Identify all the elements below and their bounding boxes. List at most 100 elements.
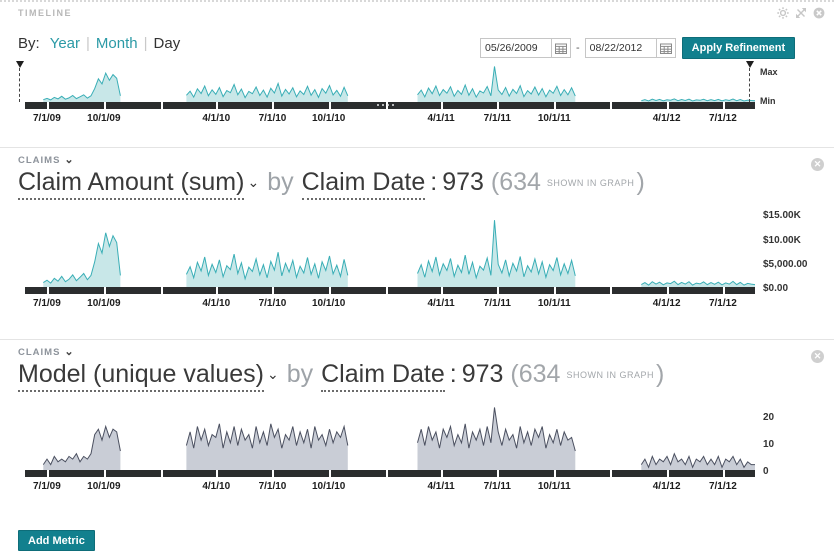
axis-tick [666,287,669,294]
rparen: ) [655,360,665,388]
add-metric-button[interactable]: Add Metric [18,530,95,551]
axis-tick [272,470,275,477]
axis-tick [103,287,106,294]
panel2-close-icon[interactable]: ✕ [811,350,824,363]
x-tick-label: 4/1/10 [202,298,231,309]
panel-separator [0,339,834,340]
source-label: CLAIMS [18,155,61,166]
shown-count: 634 [499,168,541,196]
granularity-day[interactable]: Day [153,35,181,52]
brush-handle-triangle [16,61,24,68]
x-tick-label: 4/1/12 [652,298,681,309]
claim-amount-plot[interactable] [25,212,755,287]
axis-gap-dots [376,104,379,106]
axis-tick [46,287,49,294]
x-tick-label: 7/1/09 [32,481,61,492]
x-tick-label: 7/1/12 [708,481,737,492]
x-tick-label: 4/1/11 [427,481,455,492]
apply-refinement-button[interactable]: Apply Refinement [681,37,796,59]
x-tick-label: 10/1/09 [87,298,121,309]
panel1-close-icon[interactable]: ✕ [811,158,824,171]
separator: | [86,35,90,52]
widget-header-icons [777,7,825,19]
axis-tick [554,287,557,294]
x-tick-label: 7/1/10 [258,113,287,124]
date-from-calendar-button[interactable] [552,38,571,58]
y-tick-label: $0.00 [763,283,789,294]
axis-tick [609,102,612,109]
axis-gap-dots [391,104,394,106]
date-range-controls: - Apply Refinement [480,37,796,59]
calendar-icon [659,43,672,54]
panel1-source-dropdown[interactable]: CLAIMS ⌄ [18,153,74,166]
brush-handle-triangle [746,61,754,68]
date-to-calendar-button[interactable] [656,38,676,58]
axis-tick [216,102,219,109]
claim-amount-chart[interactable]: 7/1/09 10/1/09 4/1/10 7/1/10 10/1/10 4/1/11 7/… [25,210,808,310]
dimension-name-dropdown[interactable]: Claim Date [301,168,426,200]
source-label: CLAIMS [18,347,61,358]
date-from-input[interactable] [480,38,552,58]
model-unique-chart[interactable]: 7/1/09 10/1/09 4/1/10 7/1/10 10/1/10 4/1/11 7/… [25,402,774,493]
y-tick-label: 0 [763,466,769,477]
x-tick-label: 7/1/12 [708,298,737,309]
axis-tick [272,287,275,294]
axis-gap-dots [381,104,384,106]
x-tick-label: 10/1/10 [311,481,346,492]
claim-amount-x-labels: 7/1/09 10/1/09 4/1/10 7/1/10 10/1/10 4/1/11 7/… [25,298,755,310]
total-count: 973 [461,360,504,388]
settings-gear-icon[interactable] [777,7,789,19]
date-to-input[interactable] [584,38,657,58]
x-tick-label: 7/1/09 [32,298,61,309]
resize-icon[interactable] [795,7,807,19]
x-tick-label: 7/1/12 [708,113,737,124]
timeline-overview-chart[interactable]: 7/1/09 10/1/09 4/1/10 7/1/10 10/1/10 4/1/11 7/… [25,62,755,125]
axis-tick [216,470,219,477]
metric-name-dropdown[interactable]: Model (unique values) [18,360,264,392]
timeline-x-axis [25,102,755,109]
axis-tick [722,470,725,477]
granularity-year[interactable]: Year [49,35,80,52]
calendar-icon [555,43,567,54]
brush-handle-right[interactable] [746,61,755,102]
axis-tick [666,470,669,477]
model-unique-plot[interactable] [25,402,755,470]
axis-tick [722,102,725,109]
granularity-month[interactable]: Month [95,35,138,52]
axis-tick [441,102,444,109]
x-tick-label: 10/1/09 [87,113,121,124]
axis-tick [609,287,612,294]
x-tick-label: 10/1/11 [537,298,571,309]
colon: : [449,360,457,388]
axis-tick [497,470,500,477]
axis-tick [46,102,49,109]
min-label: Min [760,96,776,106]
timeline-overview-plot[interactable] [25,62,755,102]
axis-tick [609,470,612,477]
dimension-name-dropdown[interactable]: Claim Date [321,360,445,392]
close-icon[interactable] [813,7,825,19]
axis-tick [497,102,500,109]
x-tick-label: 7/1/09 [32,113,61,124]
axis-tick [328,470,331,477]
claim-amount-x-axis [25,287,755,294]
y-tick-label: 10 [763,438,775,450]
axis-tick [103,102,106,109]
by-label: By: [18,35,40,52]
panel1-title: Claim Amount (sum) ⌄ by Claim Date:973 (634… [18,168,645,200]
x-tick-label: 10/1/11 [537,113,571,124]
panel2-source-dropdown[interactable]: CLAIMS ⌄ [18,345,74,358]
range-separator: - [576,42,580,54]
brush-handle-left[interactable] [16,61,25,102]
by-word: by [267,168,294,196]
x-tick-label: 4/1/10 [202,481,231,492]
metric-name-dropdown[interactable]: Claim Amount (sum) [18,168,245,200]
axis-tick [216,287,219,294]
axis-tick [160,470,163,477]
shown-in-graph-note: SHOWN IN GRAPH [546,178,635,188]
axis-gap-dots [386,104,389,106]
x-tick-label: 10/1/11 [537,481,571,492]
granularity-selector: By: Year | Month | Day [18,35,180,52]
axis-tick [103,470,106,477]
